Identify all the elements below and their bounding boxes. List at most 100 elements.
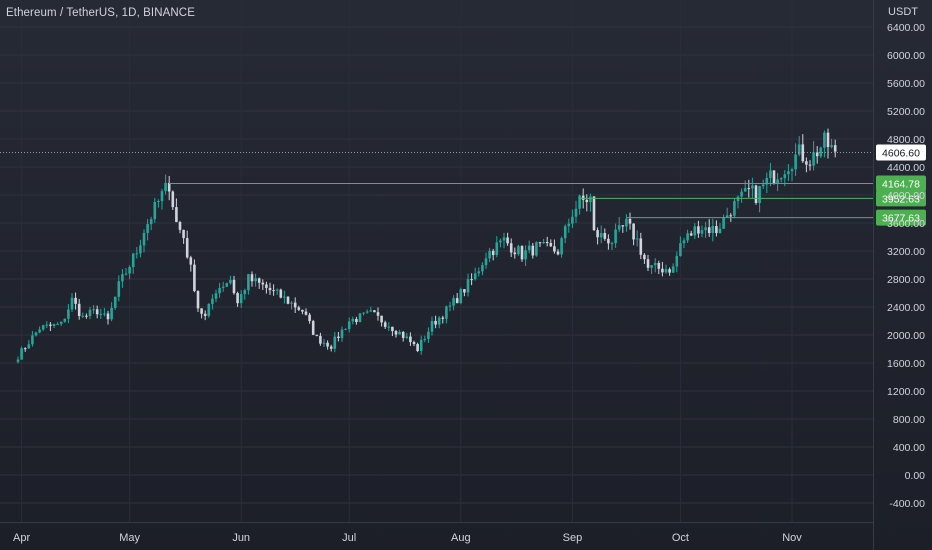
- candle: [481, 262, 484, 276]
- candle: [38, 326, 41, 334]
- candle-body: [337, 336, 340, 339]
- level-price-badge[interactable]: [876, 209, 926, 226]
- candle-body: [826, 132, 830, 148]
- candle-body: [646, 259, 650, 268]
- candle: [488, 247, 491, 263]
- candle-body: [779, 178, 783, 180]
- candle-body: [38, 329, 41, 333]
- candle-body: [772, 170, 776, 184]
- candle: [571, 209, 574, 228]
- candle: [419, 335, 423, 355]
- candle: [63, 318, 67, 323]
- candle-body: [326, 342, 329, 347]
- candle-body: [643, 254, 646, 260]
- candle-body: [502, 237, 506, 241]
- candle: [124, 268, 128, 276]
- candle-body: [477, 271, 481, 274]
- x-tick-label: Jul: [342, 532, 356, 544]
- candle-body: [286, 296, 290, 304]
- candle: [362, 312, 365, 316]
- candle-body: [77, 303, 81, 317]
- candle: [70, 293, 74, 312]
- candle: [229, 275, 232, 285]
- price-axis[interactable]: 6400.00 6000.00 5600.00 5200.00 4800.00 4400.…: [887, 22, 925, 510]
- candle-body: [603, 233, 607, 239]
- candle-body: [614, 229, 617, 244]
- candle: [95, 305, 99, 319]
- candle: [365, 309, 369, 314]
- candle: [340, 326, 344, 342]
- candle: [185, 230, 189, 259]
- candle: [149, 216, 153, 231]
- candle-body: [783, 174, 787, 179]
- candle: [344, 328, 347, 331]
- candle: [239, 290, 243, 309]
- candle: [275, 288, 279, 295]
- candle: [301, 309, 304, 315]
- candle-body: [610, 243, 614, 245]
- candle-body: [117, 281, 121, 297]
- candle: [823, 130, 826, 158]
- candle: [243, 288, 247, 300]
- candle: [160, 188, 164, 210]
- candle-body: [560, 238, 563, 255]
- candle-body: [585, 199, 589, 203]
- candle: [625, 214, 628, 232]
- candle: [790, 167, 794, 182]
- candle: [178, 220, 182, 234]
- candle: [347, 317, 351, 333]
- candle: [171, 190, 175, 210]
- candle-body: [513, 252, 517, 255]
- candle-body: [333, 336, 337, 349]
- candle: [391, 326, 394, 337]
- candle-body: [221, 286, 225, 288]
- candle: [164, 174, 167, 195]
- candle-body: [236, 293, 239, 304]
- candle-body: [693, 226, 697, 236]
- candle-body: [373, 310, 376, 313]
- candle-body: [265, 284, 268, 288]
- candle: [747, 179, 751, 198]
- candle-body: [553, 246, 556, 252]
- candle-body: [463, 289, 466, 293]
- candle-body: [621, 225, 625, 227]
- candle-body: [293, 302, 297, 308]
- candle: [41, 324, 45, 331]
- y-tick-label: 1200.00: [887, 386, 925, 398]
- y-tick-label: 6000.00: [887, 50, 925, 62]
- candle: [236, 291, 239, 307]
- candle-body: [722, 217, 725, 229]
- candle-body: [110, 307, 113, 320]
- y-tick-label: 5200.00: [887, 106, 925, 118]
- x-tick-label: Sep: [563, 532, 583, 544]
- level-price-badge[interactable]: [876, 175, 926, 192]
- candle-body: [499, 240, 502, 243]
- current-price-badge[interactable]: [876, 144, 926, 161]
- y-tick-label: -400.00: [889, 498, 925, 510]
- candle: [81, 312, 85, 318]
- candle-body: [189, 257, 193, 265]
- candle: [653, 258, 657, 273]
- level-price-badge[interactable]: [876, 190, 926, 207]
- y-tick-label: 5600.00: [887, 78, 925, 90]
- horizontal-levels[interactable]: 4164.78 3952.63 3677.63 4606.60: [0, 144, 926, 226]
- candle: [585, 194, 589, 212]
- candle: [761, 179, 765, 189]
- candle-body: [308, 314, 311, 322]
- candle-body: [761, 184, 765, 187]
- candle-body: [815, 152, 819, 157]
- candle-body: [229, 279, 232, 284]
- candle: [423, 335, 427, 343]
- candle: [409, 332, 412, 346]
- candle-body: [128, 267, 131, 274]
- candle: [452, 295, 455, 311]
- candle: [387, 322, 391, 332]
- candle-body: [81, 315, 85, 317]
- candle-body: [106, 313, 110, 320]
- time-axis[interactable]: Apr May Jun Jul Aug Sep Oct Nov: [13, 532, 802, 544]
- candle: [556, 249, 560, 256]
- candle-body: [401, 331, 405, 338]
- y-tick-label: 4400.00: [887, 162, 925, 174]
